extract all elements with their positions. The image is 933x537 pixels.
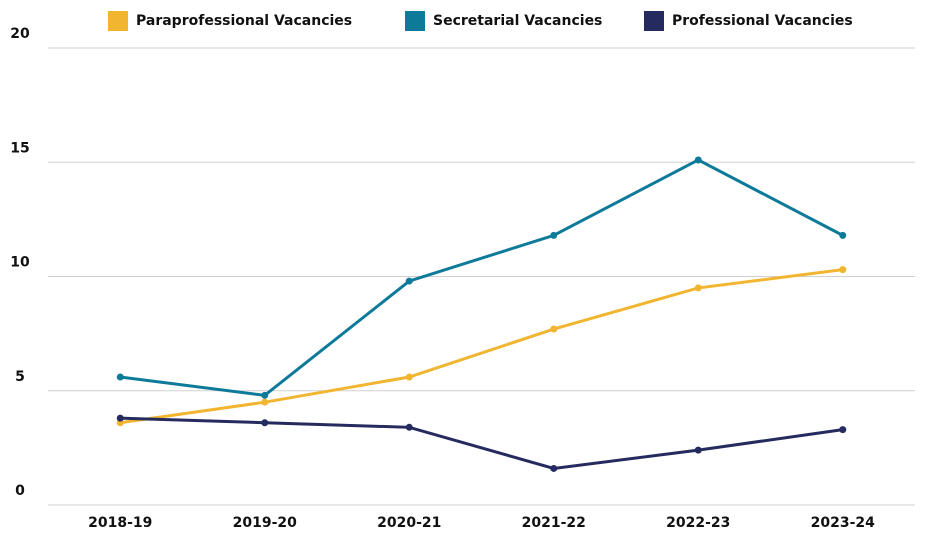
- legend-label: Secretarial Vacancies: [433, 13, 602, 29]
- point: [550, 231, 558, 239]
- point: [694, 446, 702, 454]
- point: [550, 325, 558, 333]
- y-tick-label: 20: [10, 26, 30, 42]
- point: [261, 391, 269, 399]
- point: [694, 284, 702, 292]
- point: [261, 398, 269, 406]
- point: [405, 373, 413, 381]
- point: [839, 266, 847, 274]
- y-tick-label: 15: [10, 140, 29, 156]
- point: [405, 423, 413, 431]
- point: [261, 419, 269, 427]
- point: [405, 277, 413, 285]
- point: [116, 414, 124, 422]
- legend-swatch: [405, 11, 425, 31]
- x-tick-label: 2020-21: [377, 515, 441, 531]
- x-tick-label: 2019-20: [233, 515, 298, 531]
- legend-label: Paraprofessional Vacancies: [136, 13, 352, 29]
- point: [116, 373, 124, 381]
- point: [694, 156, 702, 164]
- x-tick-label: 2021-22: [522, 515, 586, 531]
- series-line: [120, 158, 844, 397]
- series-line: [120, 416, 843, 470]
- legend-label: Professional Vacancies: [672, 13, 853, 29]
- legend-swatch: [644, 11, 664, 31]
- point: [550, 464, 558, 472]
- x-tick-label: 2023-24: [811, 515, 876, 531]
- y-tick-label: 10: [10, 255, 30, 271]
- x-tick-label: 2022-23: [666, 515, 730, 531]
- y-tick-label: 5: [15, 369, 25, 385]
- x-tick-label: 2018-19: [88, 515, 152, 531]
- series-line: [120, 268, 843, 425]
- legend-swatch: [108, 11, 128, 31]
- point: [839, 231, 847, 239]
- point: [839, 426, 847, 434]
- y-tick-label: 0: [15, 483, 25, 499]
